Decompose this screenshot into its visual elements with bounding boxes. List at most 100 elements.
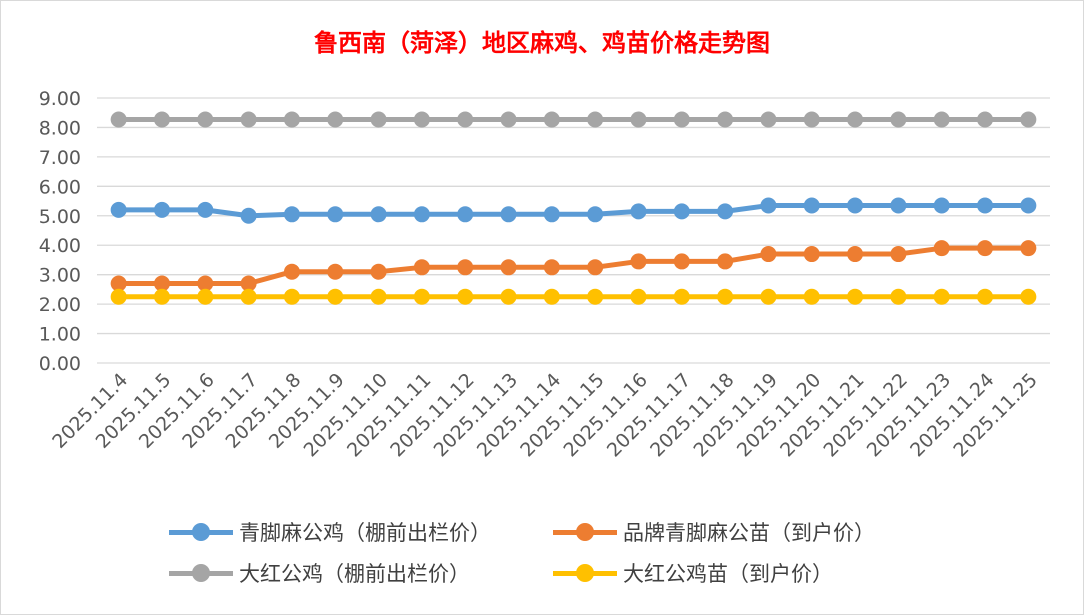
data-point-3 <box>283 288 300 305</box>
data-point-0 <box>153 201 170 218</box>
data-point-3 <box>197 288 214 305</box>
data-point-0 <box>283 206 300 223</box>
legend-label: 大红公鸡苗（到户价） <box>623 562 833 586</box>
data-point-1 <box>760 246 777 263</box>
data-point-0 <box>370 206 387 223</box>
data-point-3 <box>153 288 170 305</box>
y-tick-label: 5.00 <box>39 206 81 228</box>
data-point-3 <box>240 288 257 305</box>
data-point-2 <box>717 111 734 128</box>
data-point-2 <box>890 111 907 128</box>
data-point-2 <box>327 111 344 128</box>
data-point-2 <box>933 111 950 128</box>
data-point-2 <box>847 111 864 128</box>
data-point-3 <box>760 288 777 305</box>
data-point-2 <box>630 111 647 128</box>
data-point-2 <box>153 111 170 128</box>
data-point-0 <box>760 197 777 214</box>
y-tick-label: 9.00 <box>39 88 81 110</box>
data-point-0 <box>327 206 344 223</box>
data-point-1 <box>543 259 560 276</box>
data-point-0 <box>457 206 474 223</box>
legend-item-0: 青脚麻公鸡（棚前出栏价） <box>169 517 491 547</box>
legend-swatch <box>553 561 617 585</box>
data-point-2 <box>370 111 387 128</box>
y-tick-label: 7.00 <box>39 147 81 169</box>
data-point-0 <box>500 206 517 223</box>
data-point-0 <box>630 203 647 220</box>
legend-item-3: 大红公鸡苗（到户价） <box>553 558 833 588</box>
data-point-2 <box>1020 111 1037 128</box>
data-point-0 <box>1020 197 1037 214</box>
data-point-1 <box>803 246 820 263</box>
data-point-3 <box>717 288 734 305</box>
data-point-1 <box>673 253 690 270</box>
data-point-0 <box>803 197 820 214</box>
data-point-3 <box>110 288 127 305</box>
data-point-1 <box>847 246 864 263</box>
data-point-0 <box>977 197 994 214</box>
data-point-3 <box>890 288 907 305</box>
data-point-0 <box>933 197 950 214</box>
data-point-3 <box>803 288 820 305</box>
legend-item-2: 大红公鸡（棚前出栏价） <box>169 558 470 588</box>
legend-swatch <box>553 520 617 544</box>
legend-label: 大红公鸡（棚前出栏价） <box>239 562 470 586</box>
data-point-3 <box>413 288 430 305</box>
data-point-2 <box>240 111 257 128</box>
y-tick-label: 3.00 <box>39 265 81 287</box>
data-point-3 <box>370 288 387 305</box>
data-point-2 <box>500 111 517 128</box>
data-point-1 <box>153 275 170 292</box>
legend-swatch <box>169 561 233 585</box>
data-point-2 <box>673 111 690 128</box>
data-point-2 <box>457 111 474 128</box>
data-point-2 <box>760 111 777 128</box>
y-tick-label: 2.00 <box>39 294 81 316</box>
data-point-1 <box>890 246 907 263</box>
y-tick-label: 4.00 <box>39 235 81 257</box>
y-tick-label: 1.00 <box>39 324 81 346</box>
data-point-1 <box>197 275 214 292</box>
data-point-3 <box>977 288 994 305</box>
data-point-0 <box>717 203 734 220</box>
data-point-1 <box>283 263 300 280</box>
y-tick-label: 8.00 <box>39 117 81 139</box>
series-line-1 <box>118 245 1029 286</box>
data-point-1 <box>717 253 734 270</box>
data-point-2 <box>543 111 560 128</box>
data-point-3 <box>673 288 690 305</box>
data-point-1 <box>1020 240 1037 257</box>
data-point-0 <box>110 201 127 218</box>
data-point-1 <box>457 259 474 276</box>
data-point-3 <box>457 288 474 305</box>
data-point-2 <box>413 111 430 128</box>
legend-label: 品牌青脚麻公苗（到户价） <box>623 521 875 545</box>
data-point-2 <box>977 111 994 128</box>
data-point-1 <box>240 275 257 292</box>
legend-item-1: 品牌青脚麻公苗（到户价） <box>553 517 875 547</box>
data-point-3 <box>1020 288 1037 305</box>
data-point-3 <box>630 288 647 305</box>
data-point-1 <box>327 263 344 280</box>
data-point-0 <box>197 201 214 218</box>
legend-label: 青脚麻公鸡（棚前出栏价） <box>239 521 491 545</box>
data-point-1 <box>630 253 647 270</box>
data-point-0 <box>587 206 604 223</box>
data-point-2 <box>197 111 214 128</box>
chart-title: 鲁西南（菏泽）地区麻鸡、鸡苗价格走势图 <box>314 28 770 57</box>
data-point-2 <box>587 111 604 128</box>
data-point-3 <box>327 288 344 305</box>
data-point-1 <box>977 240 994 257</box>
data-point-2 <box>283 111 300 128</box>
data-point-0 <box>240 207 257 224</box>
data-point-2 <box>110 111 127 128</box>
data-point-0 <box>847 197 864 214</box>
data-point-3 <box>847 288 864 305</box>
data-point-3 <box>587 288 604 305</box>
data-point-2 <box>803 111 820 128</box>
data-point-3 <box>500 288 517 305</box>
data-point-3 <box>543 288 560 305</box>
